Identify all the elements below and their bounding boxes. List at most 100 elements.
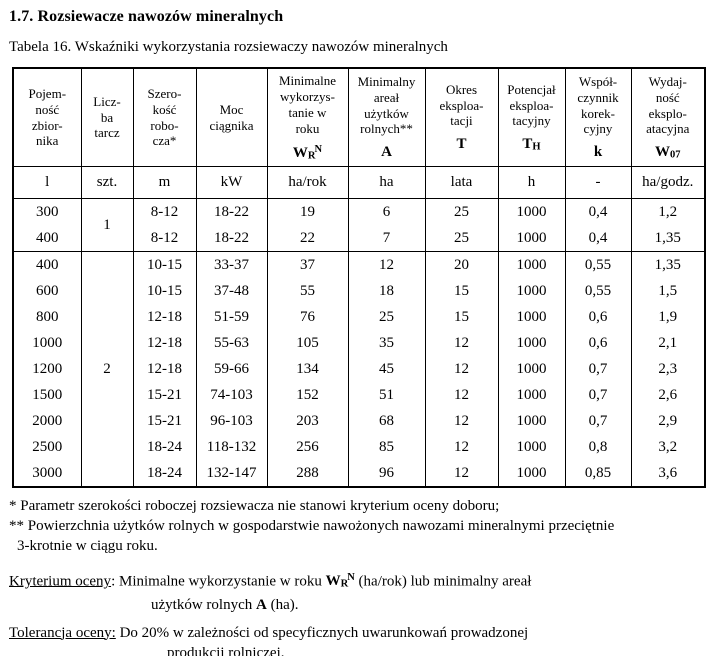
table-row: 800 12-18 51-59 76 25 15 1000 0,6 1,9: [12, 304, 706, 330]
kryterium-paragraph: Kryterium oceny: Minimalne wykorzystanie…: [9, 568, 710, 615]
unit-cell: ha: [347, 166, 426, 199]
table-row: 3000 18-24 132-147 288 96 12 1000 0,85 3,6: [12, 460, 706, 487]
table-cell: 2,3: [630, 356, 706, 382]
unit-cell: ha/godz.: [630, 166, 706, 199]
table-cell: 8-12: [132, 198, 197, 225]
column-header: Szero- kość robo- cza*: [132, 68, 197, 167]
table-cell: 45: [347, 356, 426, 382]
table-cell: 1000: [497, 460, 566, 487]
table-cell: 0,85: [564, 460, 632, 487]
table-cell: 3,2: [630, 434, 706, 460]
column-symbol: TH: [522, 136, 541, 153]
table-cell: 203: [266, 408, 349, 434]
footnote-1-text: * Parametr szerokości roboczej rozsiewac…: [9, 498, 500, 514]
unit-cell: h: [497, 166, 566, 199]
table-cell: 12: [424, 382, 499, 408]
table-cell: 256: [266, 434, 349, 460]
table-row: 1200 12-18 59-66 134 45 12 1000 0,7 2,3: [12, 356, 706, 382]
table-cell: 152: [266, 382, 349, 408]
table-cell: 18-24: [132, 434, 197, 460]
table-cell: 18-24: [132, 460, 197, 487]
table-caption: Tabela 16. Wskaźniki wykorzystania rozsi…: [9, 39, 448, 55]
column-symbol: WRN: [292, 143, 323, 162]
table-cell: 12: [424, 434, 499, 460]
table-cell: 12: [424, 356, 499, 382]
column-header: Okres eksploa- tacji T: [424, 68, 499, 167]
table-cell: 1000: [497, 382, 566, 408]
table-cell: 12-18: [132, 330, 197, 356]
table-cell: 15: [424, 278, 499, 304]
unit-cell: szt.: [80, 166, 134, 199]
table-cell: 0,4: [564, 225, 632, 252]
table-cell: 118-132: [195, 434, 268, 460]
footnote-2-continuation: 3-krotnie w ciągu roku.: [17, 538, 158, 554]
symbol-a-prefix: użytków rolnych A: [151, 596, 267, 613]
table-cell: 800: [12, 304, 82, 330]
table-cell: 0,6: [564, 330, 632, 356]
table-cell: 12: [424, 408, 499, 434]
table-cell: 96: [347, 460, 426, 487]
table-cell: 55-63: [195, 330, 268, 356]
table-cell: 12: [424, 330, 499, 356]
unit-cell: m: [132, 166, 197, 199]
table-cell: 33-37: [195, 251, 268, 278]
table-cell: 12-18: [132, 356, 197, 382]
table-cell: 105: [266, 330, 349, 356]
tolerancja-label: Tolerancja oceny:: [9, 624, 116, 641]
kryterium-text-4: (ha).: [266, 596, 299, 613]
table-cell: 1000: [497, 278, 566, 304]
table-row: 1000 12-18 55-63 105 35 12 1000 0,6 2,1: [12, 330, 706, 356]
table-cell: 1,9: [630, 304, 706, 330]
column-header: Potencjał eksploa- tacyjny TH: [497, 68, 566, 167]
table-cell: 0,55: [564, 278, 632, 304]
table-cell: 1000: [497, 225, 566, 252]
footnote-2: ** Powierzchnia użytków rolnych w gospod…: [9, 516, 710, 556]
table-cell: 18-22: [195, 225, 268, 252]
table-cell: 85: [347, 434, 426, 460]
table-cell: 68: [347, 408, 426, 434]
footnote-1: * Parametr szerokości roboczej rozsiewac…: [9, 496, 710, 516]
kryterium-text-1: Minimalne wykorzystanie w roku: [118, 573, 326, 590]
table-cell: 12: [347, 251, 426, 278]
table-cell: 400: [12, 225, 82, 252]
table-cell: 15: [424, 304, 499, 330]
table-cell: 1,35: [630, 225, 706, 252]
table-cell: 1000: [497, 434, 566, 460]
table-cell: 288: [266, 460, 349, 487]
column-header: Minimalne wykorzys- tanie w roku WRN: [266, 68, 349, 167]
table-cell: 2,6: [630, 382, 706, 408]
table-cell: 1500: [12, 382, 82, 408]
column-header: Moc ciągnika: [195, 68, 268, 167]
table-cell: 59-66: [195, 356, 268, 382]
table-cell: 0,7: [564, 382, 632, 408]
table-cell: 19: [266, 198, 349, 225]
column-title: Licz- ba tarcz: [93, 93, 121, 141]
table-cell: 134: [266, 356, 349, 382]
table-cell: 74-103: [195, 382, 268, 408]
column-symbol: W07: [655, 144, 681, 161]
table-cell: 2500: [12, 434, 82, 460]
column-header: Wydaj- ność eksplo- atacyjna W07: [630, 68, 706, 167]
table-row: 600 10-15 37-48 55 18 15 1000 0,55 1,5: [12, 278, 706, 304]
footnote-2-text: ** Powierzchnia użytków rolnych w gospod…: [9, 518, 615, 534]
table-cell: 10-15: [132, 251, 197, 278]
unit-cell: l: [12, 166, 82, 199]
table-cell: 25: [424, 225, 499, 252]
table-cell: 1000: [497, 251, 566, 278]
column-title: Potencjał eksploa- tacyjny: [507, 81, 556, 129]
table-body: 300 1 8-12 18-22 19 6 25 1000 0,4 1,2 400 8-12 18-22…: [12, 198, 706, 487]
table-cell: 10-15: [132, 278, 197, 304]
table-row: 400 2 10-15 33-37 37 12 20 1000 0,55 1,35: [12, 251, 706, 487]
table-header: Pojem- ność zbior- nika Licz- ba tarcz Sze…: [12, 68, 706, 199]
table-cell: 1000: [497, 304, 566, 330]
table-cell: 1000: [497, 356, 566, 382]
table-cell: 1,35: [630, 251, 706, 278]
column-title: Minimalne wykorzys- tanie w roku: [278, 73, 337, 136]
column-header: Licz- ba tarcz: [80, 68, 134, 167]
table-cell: 3,6: [630, 460, 706, 487]
unit-cell: kW: [195, 166, 268, 199]
header-row: Pojem- ność zbior- nika Licz- ba tarcz Sze…: [12, 68, 706, 167]
table-cell: 0,6: [564, 304, 632, 330]
table-cell: 18-22: [195, 198, 268, 225]
